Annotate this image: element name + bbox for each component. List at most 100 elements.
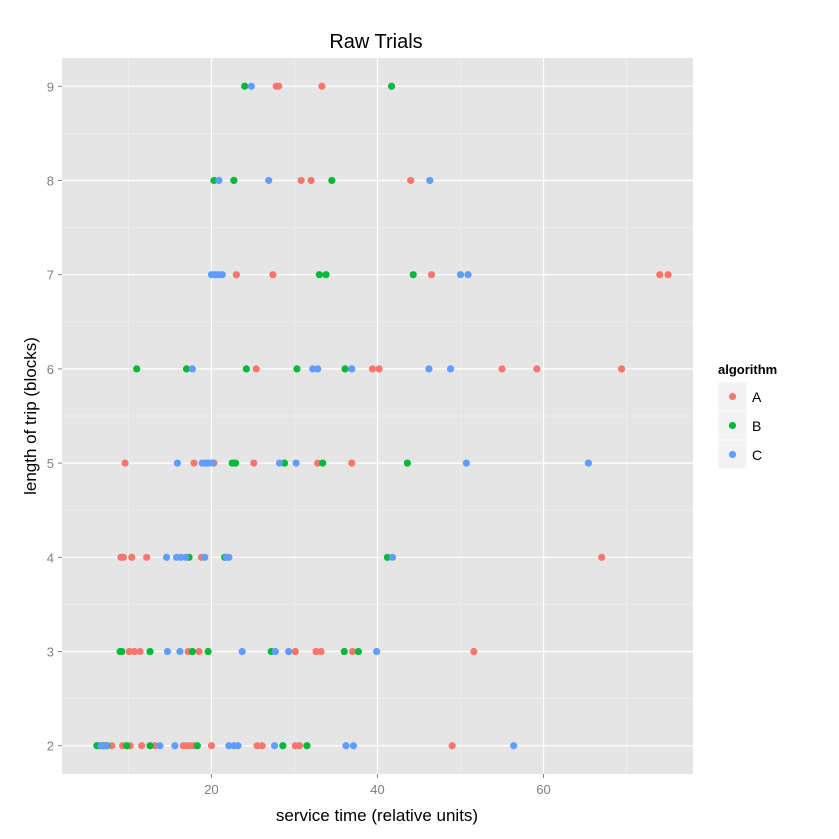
point-B xyxy=(315,271,323,279)
point-C xyxy=(456,271,465,279)
point-A xyxy=(291,647,299,656)
point-C xyxy=(342,742,350,750)
point-A xyxy=(136,647,144,656)
legend-key-A xyxy=(728,392,737,401)
point-B xyxy=(242,365,250,373)
point-C xyxy=(425,365,433,373)
point-B xyxy=(193,742,201,750)
point-A xyxy=(130,647,138,656)
point-A xyxy=(190,459,198,467)
point-C xyxy=(173,459,182,467)
x-axis-ticks: 20 40 60 xyxy=(204,774,551,797)
legend: algorithm ABC xyxy=(717,362,777,470)
point-B xyxy=(293,365,301,373)
point-A xyxy=(275,82,283,90)
point-C xyxy=(510,742,518,750)
point-B xyxy=(340,647,348,656)
point-C xyxy=(238,647,246,656)
point-A xyxy=(143,553,151,561)
point-A xyxy=(598,553,606,561)
point-C xyxy=(271,647,279,656)
data-points xyxy=(93,82,672,750)
point-C xyxy=(348,365,356,373)
point-C xyxy=(215,176,223,185)
point-A xyxy=(232,271,240,279)
point-C xyxy=(275,459,284,467)
point-B xyxy=(210,176,218,185)
point-C xyxy=(464,271,472,279)
y-tick-label: 9 xyxy=(47,79,54,94)
y-tick-label: 8 xyxy=(47,173,54,188)
y-tick-label: 6 xyxy=(47,362,54,377)
point-B xyxy=(383,553,392,561)
point-B xyxy=(146,742,154,750)
point-B xyxy=(188,647,196,656)
chart-title: Raw Trials xyxy=(329,31,422,53)
point-C xyxy=(265,176,273,185)
point-C xyxy=(218,271,226,279)
point-A xyxy=(533,365,541,373)
point-C xyxy=(201,553,209,561)
point-B xyxy=(133,365,141,373)
point-B xyxy=(319,459,327,467)
point-B xyxy=(303,742,311,750)
point-B xyxy=(118,647,126,656)
point-C xyxy=(292,459,300,467)
point-B xyxy=(388,82,396,90)
point-A xyxy=(312,647,320,656)
point-C xyxy=(446,365,455,373)
point-C xyxy=(462,459,470,467)
point-A xyxy=(108,742,116,750)
point-C xyxy=(234,742,242,750)
point-A xyxy=(348,459,356,467)
point-B xyxy=(279,742,287,750)
point-C xyxy=(163,553,171,561)
y-tick-label: 2 xyxy=(47,739,54,754)
y-axis-ticks: 2 3 4 5 6 7 8 9 xyxy=(47,79,62,754)
point-B xyxy=(328,176,336,185)
point-C xyxy=(177,553,185,561)
point-A xyxy=(317,647,325,656)
point-C xyxy=(188,365,196,373)
point-C xyxy=(102,742,110,750)
legend-title: algorithm xyxy=(718,362,777,377)
point-C xyxy=(309,365,317,373)
point-C xyxy=(584,459,592,467)
point-A xyxy=(121,459,129,467)
legend-key-B xyxy=(728,421,737,430)
point-C xyxy=(225,742,233,750)
point-B xyxy=(231,459,240,467)
point-B xyxy=(241,82,249,90)
point-A xyxy=(269,271,277,279)
point-C xyxy=(247,82,255,90)
point-C xyxy=(182,553,190,561)
x-tick-label: 40 xyxy=(370,782,384,797)
point-C xyxy=(171,742,179,750)
point-C xyxy=(388,553,397,561)
point-C xyxy=(426,176,434,185)
point-A xyxy=(498,365,506,373)
y-tick-label: 4 xyxy=(47,550,54,565)
y-tick-label: 7 xyxy=(47,268,54,283)
x-tick-label: 20 xyxy=(204,782,218,797)
y-tick-label: 5 xyxy=(47,456,54,471)
point-A xyxy=(128,553,136,561)
point-C xyxy=(225,553,233,561)
point-C xyxy=(163,647,172,656)
point-A xyxy=(258,742,266,750)
point-B xyxy=(280,459,289,467)
point-A xyxy=(656,271,664,279)
point-A xyxy=(368,365,377,373)
point-C xyxy=(373,647,381,656)
point-A xyxy=(207,742,216,750)
point-C xyxy=(314,365,322,373)
point-C xyxy=(176,647,184,656)
point-B xyxy=(182,365,191,373)
point-C xyxy=(97,742,105,750)
point-A xyxy=(664,271,672,279)
y-tick-label: 3 xyxy=(47,645,54,660)
point-A xyxy=(470,647,478,656)
point-A xyxy=(314,459,322,467)
point-C xyxy=(270,742,279,750)
